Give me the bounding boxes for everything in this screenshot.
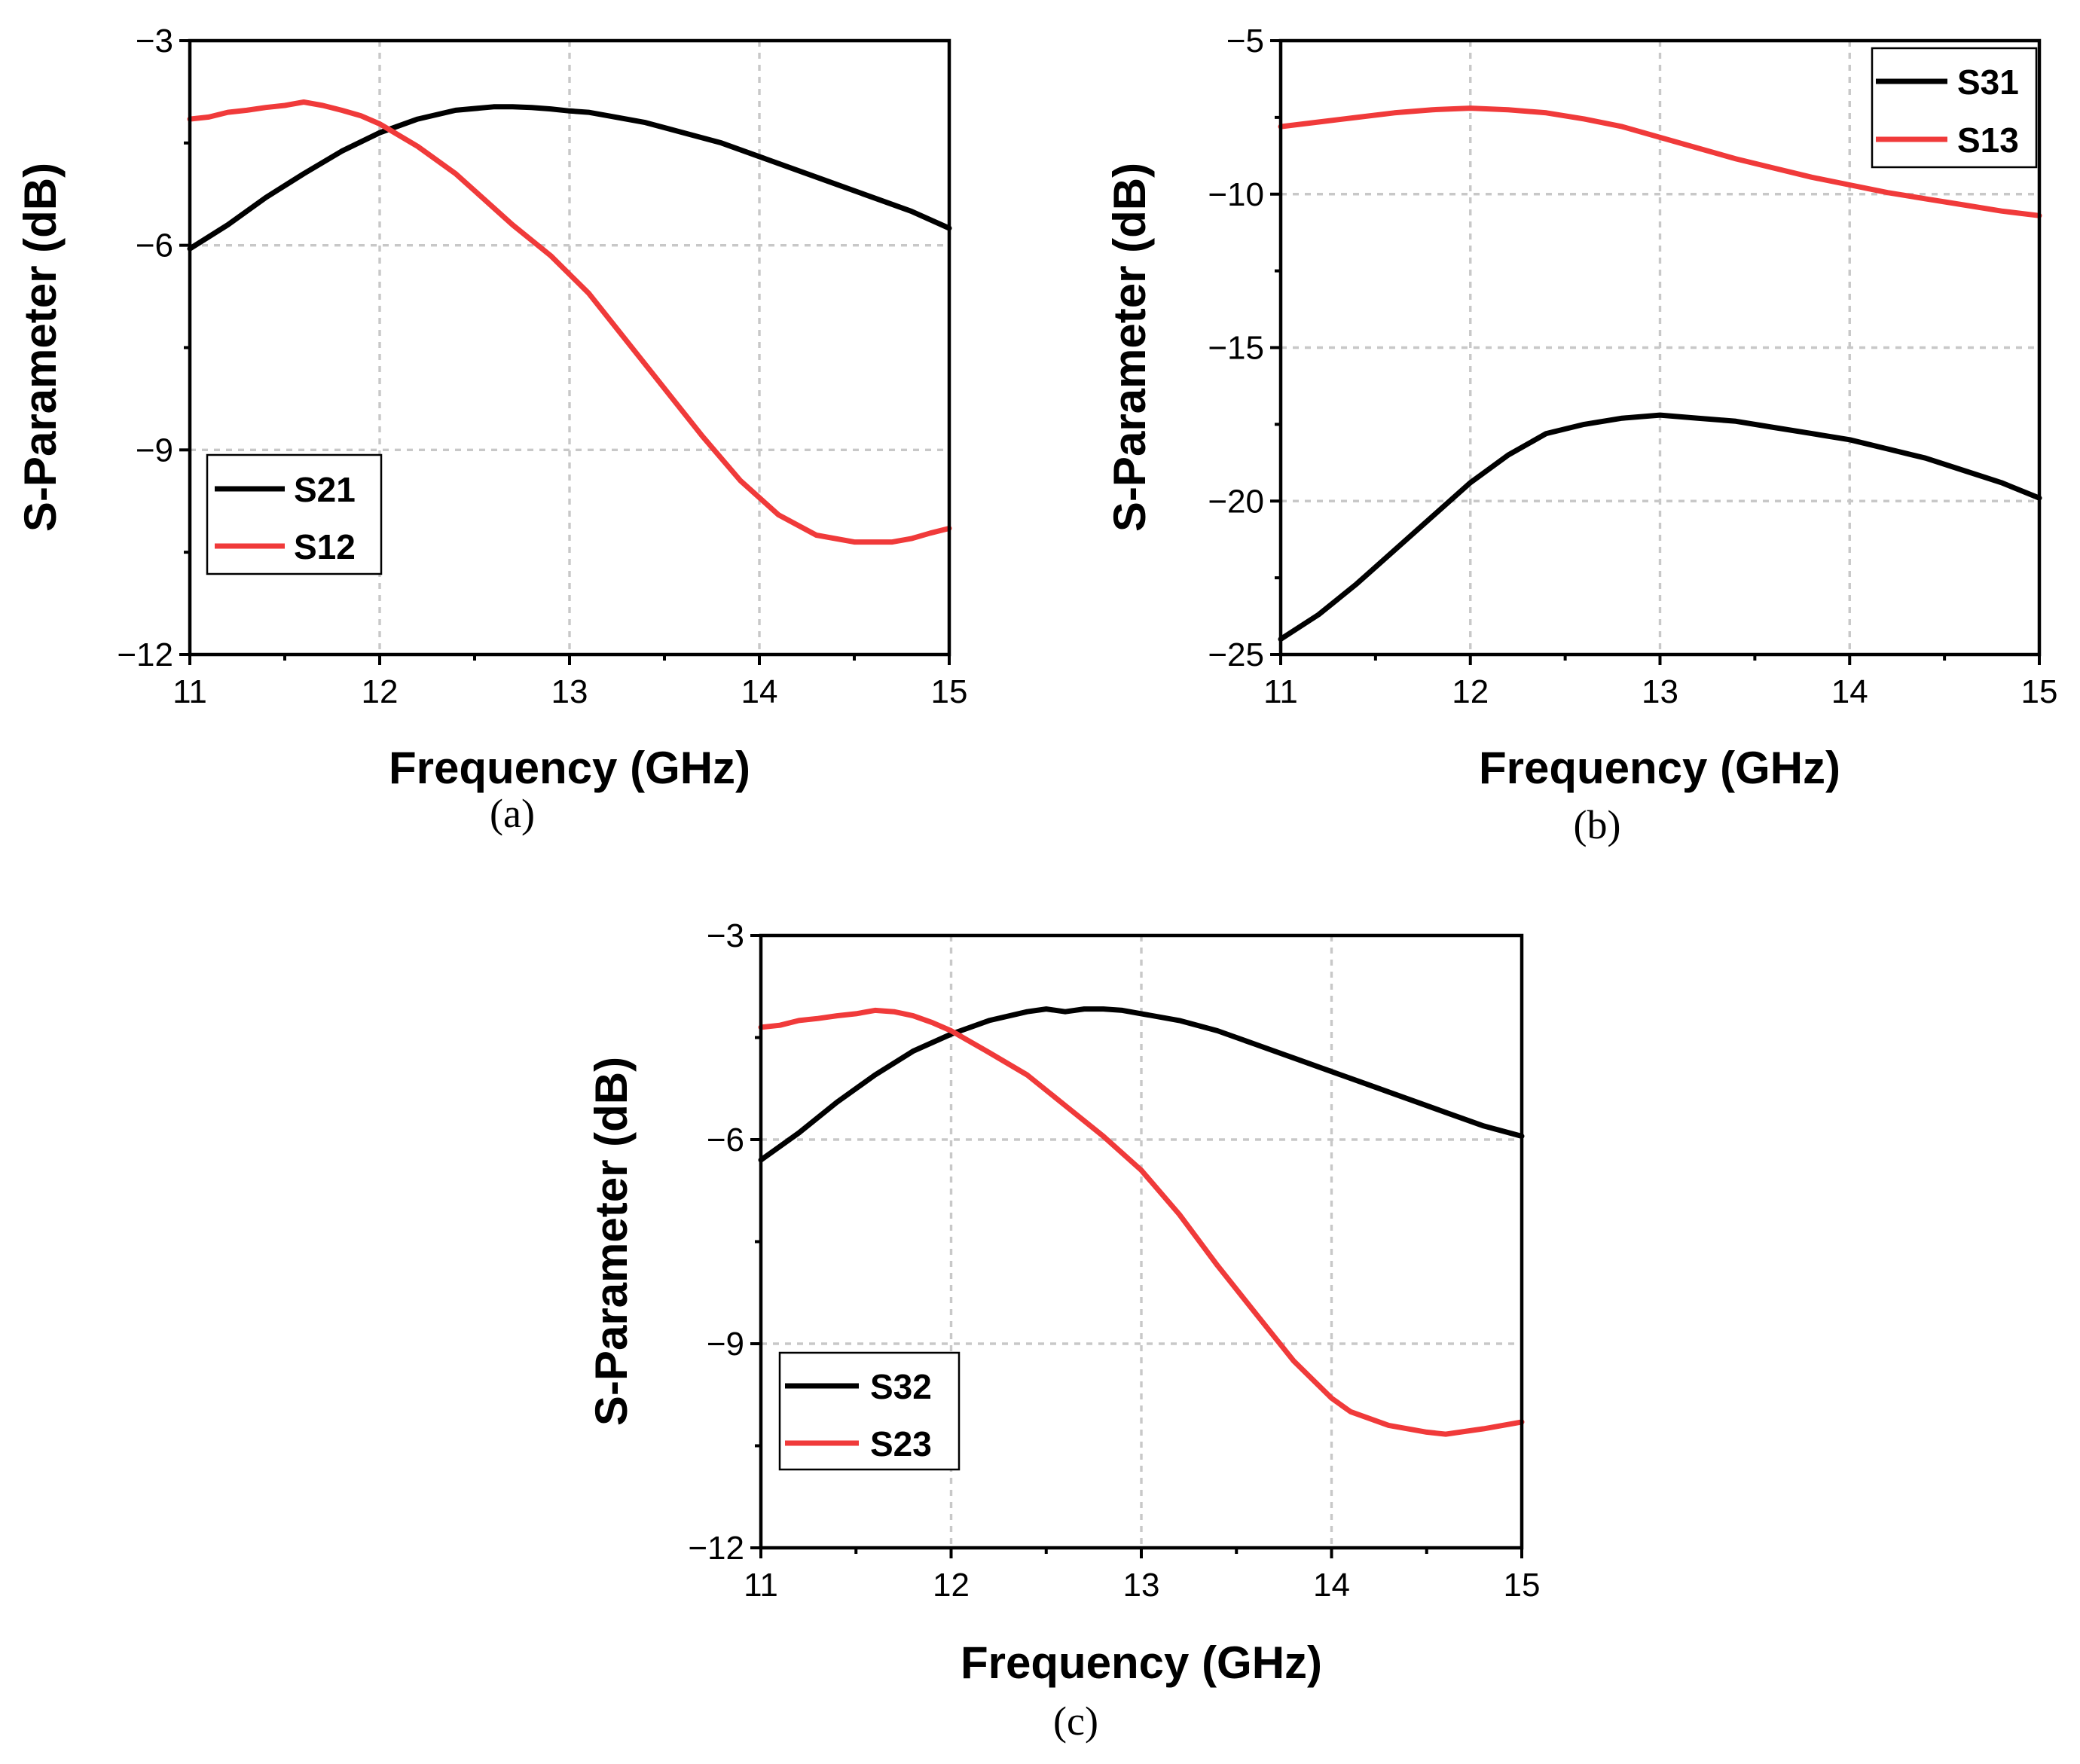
legend: S32 S23 <box>778 1351 961 1471</box>
y-tick-label: −12 <box>117 636 173 673</box>
x-tick-label: 11 <box>744 1567 778 1604</box>
legend-label-S13: S13 <box>1957 121 2019 160</box>
y-tick-label: −9 <box>136 432 173 468</box>
y-tick-label: −9 <box>707 1326 744 1363</box>
x-tick-label: 15 <box>1504 1567 1541 1604</box>
x-axis-title: Frequency (GHz) <box>961 1637 1322 1688</box>
y-axis-title: S-Parameter (dB) <box>586 1057 637 1426</box>
legend-label-S12: S12 <box>294 527 356 566</box>
y-tick-label: −6 <box>136 227 173 264</box>
chart-c: 11 12 13 14 15 −12 −9 −6 −3 Frequency (GHz) S-Pa… <box>586 917 1540 1744</box>
legend-box <box>778 1351 961 1471</box>
series-line-S13 <box>1278 105 2042 218</box>
legend-label-S21: S21 <box>294 470 356 509</box>
x-axis-title: Frequency (GHz) <box>1479 743 1840 793</box>
legend-label-S32: S32 <box>870 1367 932 1406</box>
x-tick-label: 13 <box>1123 1567 1160 1604</box>
x-tick-label: 12 <box>933 1567 970 1604</box>
caption: (a) <box>490 791 535 836</box>
y-tick-label: −3 <box>707 917 744 954</box>
x-tick-label: 13 <box>551 673 588 710</box>
y-axis-title: S-Parameter (dB) <box>1104 163 1155 532</box>
y-tick-label: −5 <box>1226 23 1264 60</box>
y-tick-label: −10 <box>1208 176 1264 213</box>
y-axis-title: S-Parameter (dB) <box>15 163 66 532</box>
x-tick-label: 12 <box>362 673 399 710</box>
y-tick-label: −6 <box>707 1122 744 1158</box>
caption: (b) <box>1574 802 1621 847</box>
y-tick-label: −12 <box>688 1530 744 1567</box>
x-tick-label: 15 <box>2021 673 2058 710</box>
x-tick-label: 14 <box>741 673 778 710</box>
series-line-S32 <box>758 1006 1525 1163</box>
x-tick-label: 13 <box>1642 673 1678 710</box>
legend-label-S23: S23 <box>870 1424 932 1463</box>
series-line-S23 <box>758 1007 1525 1437</box>
x-tick-label: 11 <box>1263 673 1298 710</box>
chart-b: 11 12 13 14 15 −25 −20 −15 −10 −5 Frequency (GHz)… <box>1104 23 2057 847</box>
x-tick-label: 11 <box>173 673 207 710</box>
y-tick-label: −25 <box>1208 636 1264 673</box>
chart-a: 11 12 13 14 15 −12 −9 −6 −3 Frequency (GHz) S-Pa… <box>15 23 967 836</box>
legend-box <box>206 453 383 575</box>
series-line-S12 <box>187 99 952 545</box>
series-line-S21 <box>187 104 952 252</box>
x-tick-label: 14 <box>1313 1567 1350 1604</box>
caption: (c) <box>1053 1698 1098 1744</box>
x-tick-label: 14 <box>1831 673 1868 710</box>
y-tick-label: −15 <box>1208 330 1264 367</box>
legend: S31 S13 <box>1871 47 2038 169</box>
legend: S21 S12 <box>206 453 383 575</box>
series-line-S31 <box>1278 412 2042 642</box>
y-tick-label: −3 <box>136 23 173 60</box>
legend-box <box>1871 47 2038 169</box>
x-tick-label: 15 <box>931 673 968 710</box>
y-tick-label: −20 <box>1208 483 1264 520</box>
legend-label-S31: S31 <box>1957 63 2019 102</box>
x-tick-label: 12 <box>1452 673 1489 710</box>
x-axis-title: Frequency (GHz) <box>389 743 750 793</box>
